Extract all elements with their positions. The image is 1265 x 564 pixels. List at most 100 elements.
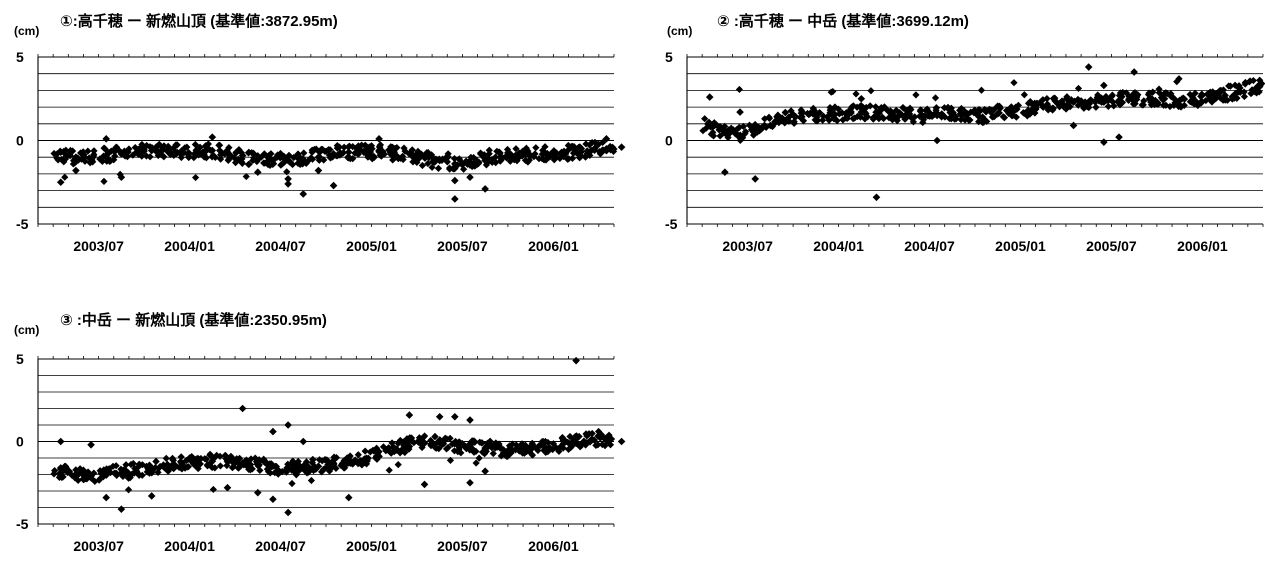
data-point [1155, 85, 1163, 93]
data-point [1069, 98, 1078, 106]
data-point [1102, 92, 1110, 101]
data-point [445, 164, 454, 172]
data-point [1240, 92, 1249, 101]
data-point [388, 439, 396, 447]
data-point [1145, 89, 1153, 97]
data-point [407, 434, 416, 442]
data-point [380, 150, 388, 158]
data-point [1191, 89, 1199, 97]
data-point [414, 438, 423, 446]
data-point [415, 154, 423, 162]
data-point [399, 438, 407, 446]
data-point [156, 462, 164, 471]
data-point [741, 128, 750, 136]
data-point [57, 155, 66, 164]
data-point [819, 116, 827, 124]
data-point [363, 457, 371, 465]
data-point [1194, 101, 1202, 110]
data-point [866, 102, 874, 110]
data-point [1124, 96, 1133, 104]
data-point [273, 153, 281, 161]
y-unit-label: (cm) [667, 24, 693, 38]
data-point [269, 427, 277, 436]
data-point [466, 478, 474, 487]
data-point [329, 181, 338, 190]
data-point [375, 452, 383, 461]
data-point [435, 412, 444, 421]
y-tick-label: 5 [16, 351, 24, 367]
data-point [1085, 103, 1093, 112]
data-point [526, 445, 535, 454]
data-point [262, 458, 270, 466]
data-point [209, 485, 217, 494]
data-point [111, 152, 119, 160]
y-unit-label: (cm) [14, 24, 40, 38]
data-point [1109, 98, 1117, 106]
data-point [1063, 101, 1071, 109]
data-point [253, 460, 262, 469]
data-point [1115, 96, 1123, 105]
y-tick-label: -5 [16, 516, 29, 532]
data-point [907, 106, 915, 114]
data-point [431, 432, 439, 441]
data-point [420, 153, 429, 161]
data-point [572, 148, 580, 156]
data-point [872, 108, 881, 116]
data-point [194, 464, 202, 473]
data-point [418, 441, 426, 449]
data-point [940, 104, 949, 112]
data-point [716, 132, 724, 140]
data-point [72, 153, 80, 161]
data-point [592, 441, 600, 450]
data-point [138, 471, 146, 479]
data-point [550, 156, 558, 164]
y-tick-label: 5 [665, 49, 673, 65]
data-point [215, 141, 223, 149]
data-point [474, 159, 483, 168]
data-point [460, 165, 468, 173]
data-point [577, 145, 586, 153]
data-point [308, 155, 317, 163]
data-point [851, 114, 859, 122]
data-point [933, 136, 941, 145]
data-point [329, 460, 338, 469]
data-point [1247, 89, 1255, 98]
data-point [572, 432, 581, 440]
data-point [489, 449, 497, 458]
data-point [1175, 96, 1184, 105]
data-point [314, 166, 323, 175]
data-point [111, 148, 119, 156]
data-point [564, 141, 572, 150]
data-point [1190, 96, 1199, 105]
data-point [1008, 112, 1016, 120]
data-point [152, 457, 160, 465]
data-point [809, 110, 817, 118]
data-point [1074, 84, 1083, 93]
data-point [952, 113, 960, 121]
data-point [511, 151, 520, 160]
data-point [481, 444, 489, 452]
data-point [320, 156, 328, 164]
data-point [466, 416, 474, 424]
y-tick-label: 5 [16, 49, 24, 65]
data-point [59, 473, 67, 481]
data-point [466, 173, 474, 182]
x-tick-label: 2006/01 [528, 538, 579, 554]
data-point [71, 158, 79, 167]
data-point [318, 457, 326, 465]
data-point [132, 148, 141, 156]
data-point [617, 143, 626, 151]
data-point [300, 149, 308, 157]
data-point [933, 111, 941, 120]
data-point [478, 150, 486, 158]
data-point [249, 149, 258, 157]
data-point [278, 468, 286, 476]
data-point [352, 144, 360, 152]
data-point [505, 152, 513, 160]
data-point [451, 195, 459, 203]
chart-panel-2: 5 0 -5 2003/07 2004/01 2004/07 2005/01 2005/07 2… [645, 0, 1265, 280]
data-point [999, 113, 1007, 121]
data-point [197, 455, 205, 463]
data-point [978, 113, 987, 121]
data-point [1020, 91, 1028, 99]
